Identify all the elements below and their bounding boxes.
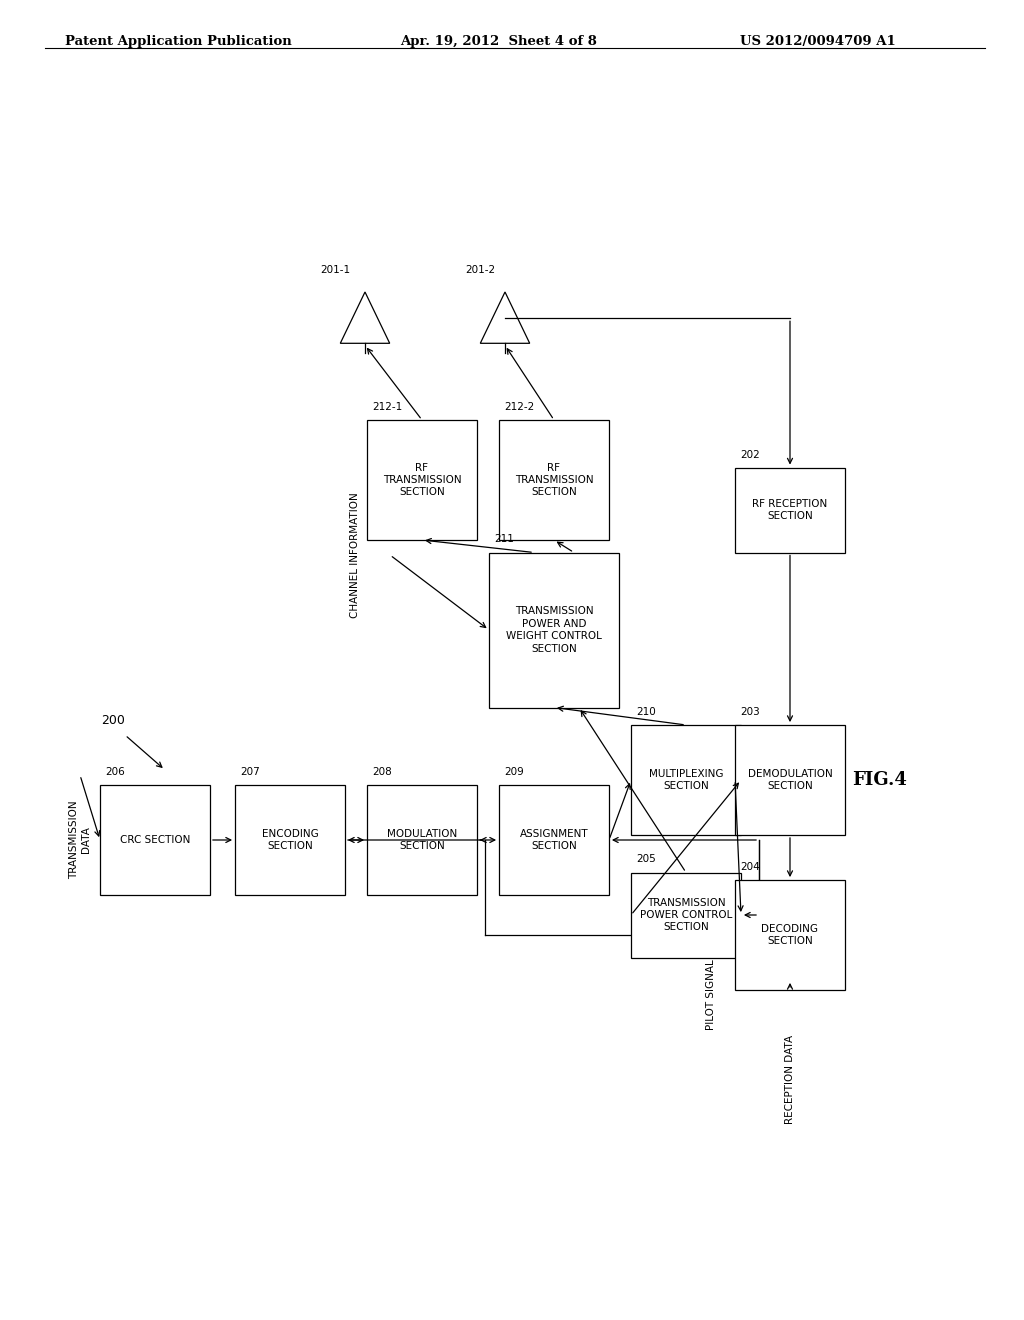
Text: 205: 205 — [636, 854, 655, 865]
FancyBboxPatch shape — [499, 785, 609, 895]
FancyBboxPatch shape — [735, 880, 845, 990]
FancyBboxPatch shape — [367, 785, 477, 895]
Text: Apr. 19, 2012  Sheet 4 of 8: Apr. 19, 2012 Sheet 4 of 8 — [400, 36, 597, 48]
Text: 208: 208 — [372, 767, 392, 777]
Text: 201-1: 201-1 — [319, 265, 350, 275]
Text: TRANSMISSION
POWER CONTROL
SECTION: TRANSMISSION POWER CONTROL SECTION — [640, 898, 732, 932]
Text: 211: 211 — [494, 535, 514, 544]
Text: 212-2: 212-2 — [504, 403, 535, 412]
FancyBboxPatch shape — [100, 785, 210, 895]
Text: DEMODULATION
SECTION: DEMODULATION SECTION — [748, 768, 833, 791]
FancyBboxPatch shape — [735, 725, 845, 836]
Text: DECODING
SECTION: DECODING SECTION — [762, 924, 818, 946]
FancyBboxPatch shape — [631, 725, 741, 836]
Text: CHANNEL INFORMATION: CHANNEL INFORMATION — [350, 492, 360, 618]
FancyBboxPatch shape — [367, 420, 477, 540]
Text: TRANSMISSION
POWER AND
WEIGHT CONTROL
SECTION: TRANSMISSION POWER AND WEIGHT CONTROL SE… — [506, 606, 602, 653]
Text: RF
TRANSMISSION
SECTION: RF TRANSMISSION SECTION — [383, 462, 462, 498]
Text: 207: 207 — [240, 767, 260, 777]
Text: RF RECEPTION
SECTION: RF RECEPTION SECTION — [753, 499, 827, 521]
Text: TRANSMISSION
DATA: TRANSMISSION DATA — [70, 801, 91, 879]
Text: 202: 202 — [740, 450, 760, 459]
Text: 209: 209 — [504, 767, 523, 777]
FancyBboxPatch shape — [489, 553, 618, 708]
Text: MULTIPLEXING
SECTION: MULTIPLEXING SECTION — [649, 768, 723, 791]
Text: 204: 204 — [740, 862, 760, 873]
Text: ASSIGNMENT
SECTION: ASSIGNMENT SECTION — [520, 829, 589, 851]
Text: FIG.4: FIG.4 — [853, 771, 907, 789]
Text: 210: 210 — [636, 708, 655, 717]
Text: ENCODING
SECTION: ENCODING SECTION — [261, 829, 318, 851]
Text: Patent Application Publication: Patent Application Publication — [65, 36, 292, 48]
Text: 203: 203 — [740, 708, 760, 717]
Text: 201-2: 201-2 — [465, 265, 495, 275]
Text: US 2012/0094709 A1: US 2012/0094709 A1 — [740, 36, 896, 48]
Text: 212-1: 212-1 — [372, 403, 402, 412]
Text: RECEPTION DATA: RECEPTION DATA — [785, 1035, 795, 1125]
FancyBboxPatch shape — [631, 873, 741, 957]
Text: MODULATION
SECTION: MODULATION SECTION — [387, 829, 457, 851]
FancyBboxPatch shape — [499, 420, 609, 540]
Text: 206: 206 — [105, 767, 125, 777]
Text: CRC SECTION: CRC SECTION — [120, 836, 190, 845]
Text: 200: 200 — [101, 714, 125, 726]
Text: PILOT SIGNAL: PILOT SIGNAL — [706, 960, 716, 1031]
Text: RF
TRANSMISSION
SECTION: RF TRANSMISSION SECTION — [515, 462, 593, 498]
FancyBboxPatch shape — [234, 785, 345, 895]
FancyBboxPatch shape — [735, 467, 845, 553]
